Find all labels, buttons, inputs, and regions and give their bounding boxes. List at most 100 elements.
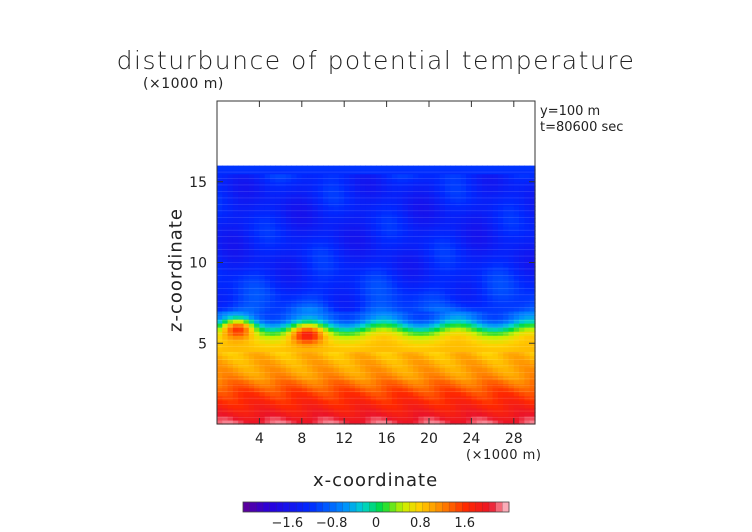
heatmap-cell xyxy=(243,266,250,272)
heatmap-cell xyxy=(365,238,372,243)
heatmap-cell xyxy=(455,319,462,324)
colorbar-segment xyxy=(449,502,457,512)
heatmap-cell xyxy=(386,270,393,276)
heatmap-cell xyxy=(264,310,271,316)
heatmap-cell xyxy=(301,165,308,171)
heatmap-cell xyxy=(312,395,319,401)
heatmap-cell xyxy=(296,197,303,203)
heatmap-cell xyxy=(232,189,239,195)
heatmap-cell xyxy=(285,177,292,183)
heatmap-cell xyxy=(423,238,430,243)
heatmap-cell xyxy=(307,419,313,425)
heatmap-cell xyxy=(312,250,319,256)
heatmap-cell xyxy=(217,185,223,191)
heatmap-cell xyxy=(323,286,329,292)
heatmap-cell xyxy=(333,383,340,389)
heatmap-cell xyxy=(285,359,292,365)
heatmap-cell xyxy=(407,294,414,300)
heatmap-cell xyxy=(508,363,515,369)
heatmap-cell xyxy=(444,189,451,195)
heatmap-cell xyxy=(402,298,409,304)
heatmap-cell xyxy=(259,181,266,187)
heatmap-cell xyxy=(519,395,525,401)
heatmap-cell xyxy=(386,214,393,219)
heatmap-cell xyxy=(317,185,324,191)
heatmap-cell xyxy=(482,270,488,276)
heatmap-cell xyxy=(296,323,303,328)
heatmap-cell xyxy=(466,314,472,320)
heatmap-cell xyxy=(296,407,303,413)
heatmap-cell xyxy=(333,419,340,425)
heatmap-cell xyxy=(413,294,419,300)
heatmap-cell xyxy=(450,189,457,195)
heatmap-cell xyxy=(508,415,515,421)
heatmap-cell xyxy=(391,226,398,231)
heatmap-cell xyxy=(307,367,313,373)
heatmap-cell xyxy=(418,343,425,348)
heatmap-cell xyxy=(232,327,239,332)
heatmap-cell xyxy=(529,411,536,417)
heatmap-cell xyxy=(376,363,382,369)
heatmap-cell xyxy=(323,165,329,171)
heatmap-cell xyxy=(285,399,292,405)
heatmap-cell xyxy=(418,379,425,385)
heatmap-cell xyxy=(217,274,223,280)
heatmap-cell xyxy=(492,339,499,344)
heatmap-cell xyxy=(222,169,229,175)
heatmap-cell xyxy=(232,375,239,381)
heatmap-cell xyxy=(317,294,324,300)
heatmap-cell xyxy=(397,415,404,421)
heatmap-cell xyxy=(222,323,229,328)
heatmap-cell xyxy=(285,351,292,356)
heatmap-cell xyxy=(487,367,494,373)
heatmap-cell xyxy=(338,169,345,175)
heatmap-cell xyxy=(291,351,298,356)
colorbar-segment xyxy=(296,502,304,512)
heatmap-cell xyxy=(381,347,388,352)
heatmap-cell xyxy=(407,367,414,373)
heatmap-cell xyxy=(519,226,525,231)
heatmap-cell xyxy=(222,403,229,409)
heatmap-cell xyxy=(333,314,340,320)
heatmap-cell xyxy=(301,201,308,207)
colorbar-segment xyxy=(462,502,470,512)
heatmap-cell xyxy=(391,298,398,304)
heatmap-cell xyxy=(413,286,419,292)
heatmap-cell xyxy=(222,262,229,268)
heatmap-cell xyxy=(232,363,239,369)
heatmap-cell xyxy=(508,177,515,183)
heatmap-cell xyxy=(259,189,266,195)
heatmap-cell xyxy=(312,238,319,243)
heatmap-cell xyxy=(466,226,472,231)
heatmap-cell xyxy=(482,234,488,239)
heatmap-cell xyxy=(291,383,298,389)
heatmap-cell xyxy=(349,351,356,356)
heatmap-cell xyxy=(476,286,483,292)
heatmap-cell xyxy=(365,331,372,336)
heatmap-cell xyxy=(232,222,239,227)
heatmap-cell xyxy=(524,234,531,239)
heatmap-cell xyxy=(344,306,351,312)
heatmap-cell xyxy=(466,266,472,272)
heatmap-cell xyxy=(492,262,499,268)
heatmap-cell xyxy=(354,278,361,284)
heatmap-cell xyxy=(238,415,245,421)
heatmap-cell xyxy=(450,270,457,276)
heatmap-cell xyxy=(280,415,287,421)
heatmap-cell xyxy=(471,391,478,397)
heatmap-cell xyxy=(402,286,409,292)
heatmap-cell xyxy=(280,339,287,344)
heatmap-cell xyxy=(349,242,356,247)
heatmap-cell xyxy=(397,258,404,264)
heatmap-cell xyxy=(238,419,245,425)
heatmap-cell xyxy=(455,226,462,231)
heatmap-cell xyxy=(328,363,335,369)
heatmap-cell xyxy=(344,391,351,397)
heatmap-cell xyxy=(232,201,239,207)
heatmap-cell xyxy=(476,419,483,425)
heatmap-cell xyxy=(455,274,462,280)
heatmap-cell xyxy=(471,201,478,207)
heatmap-cell xyxy=(513,218,520,223)
heatmap-cell xyxy=(519,343,525,348)
heatmap-cell xyxy=(466,327,472,332)
